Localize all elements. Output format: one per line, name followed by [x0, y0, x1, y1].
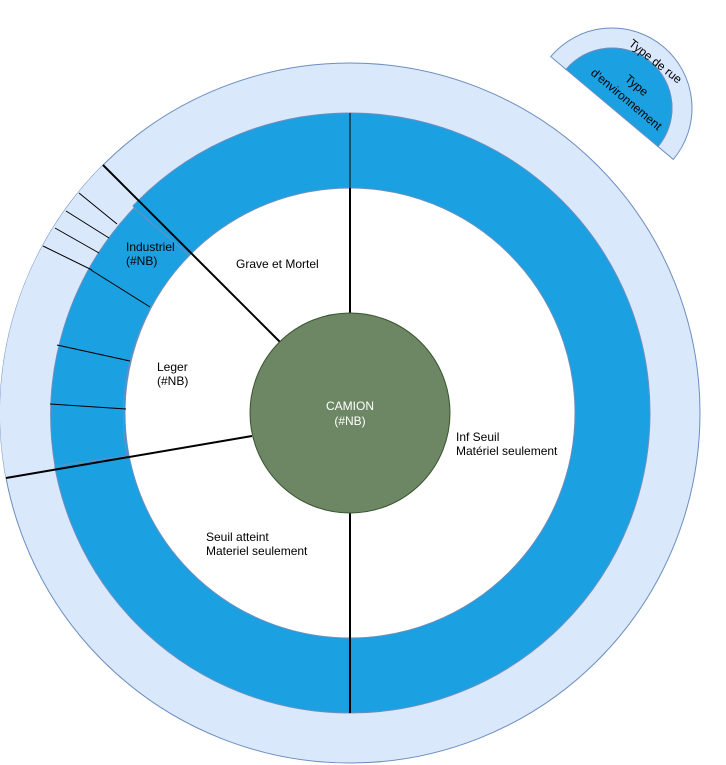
subdivider-1 [78, 192, 118, 225]
divider-left [5, 435, 253, 479]
subdivider-7 [49, 403, 127, 410]
segment-label-inf-seuil-line2: Matériel seulement [456, 444, 558, 458]
outer-ring-gap-upper-left [0, 165, 134, 478]
divider-upper-left [102, 164, 282, 344]
subdivider-2 [65, 210, 110, 239]
subdivider-4 [42, 245, 93, 271]
legend: Type de rue Type d'environnement [550, 27, 693, 161]
segment-label-grave: Grave et Mortel [236, 257, 319, 271]
segment-label-industriel-line2: (#NB) [126, 254, 157, 268]
segment-label-seuil-line1: Seuil atteint [206, 530, 269, 544]
segment-label-leger-line2: (#NB) [157, 374, 188, 388]
segment-label-seuil-line2: Materiel seulement [206, 544, 308, 558]
segment-label-leger-line1: Leger [157, 360, 188, 374]
center-label-line1: CAMION [326, 399, 374, 413]
subdivider-3 [54, 227, 100, 254]
subdivider-6 [56, 344, 131, 362]
subdivider-5 [90, 269, 151, 308]
center-node [249, 312, 451, 514]
center-label-line2: (#NB) [334, 414, 365, 428]
segment-label-inf-seuil-line1: Inf Seuil [456, 430, 499, 444]
segment-label-industriel-line1: Industriel [126, 240, 175, 254]
legend-inner-band [565, 47, 673, 148]
